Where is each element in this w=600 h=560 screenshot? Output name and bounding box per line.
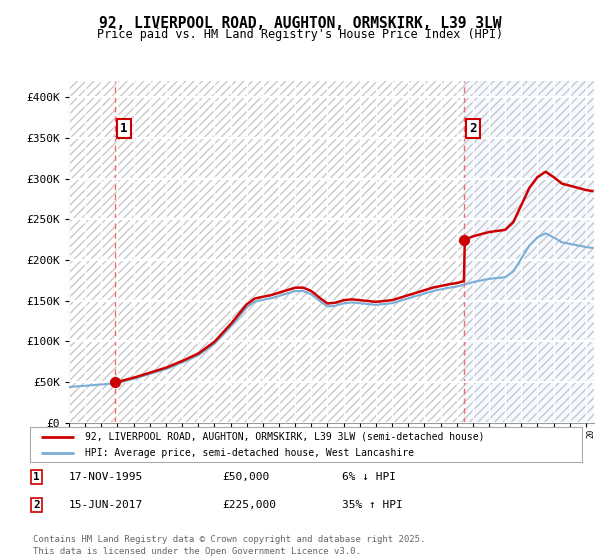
Bar	[464, 81, 594, 423]
Text: 1: 1	[120, 122, 128, 134]
Text: 2: 2	[33, 500, 40, 510]
Text: Price paid vs. HM Land Registry's House Price Index (HPI): Price paid vs. HM Land Registry's House …	[97, 28, 503, 41]
Text: £225,000: £225,000	[222, 500, 276, 510]
Text: 92, LIVERPOOL ROAD, AUGHTON, ORMSKIRK, L39 3LW (semi-detached house): 92, LIVERPOOL ROAD, AUGHTON, ORMSKIRK, L…	[85, 432, 485, 442]
Text: 1: 1	[33, 472, 40, 482]
Text: 35% ↑ HPI: 35% ↑ HPI	[342, 500, 403, 510]
Text: 17-NOV-1995: 17-NOV-1995	[69, 472, 143, 482]
Text: 92, LIVERPOOL ROAD, AUGHTON, ORMSKIRK, L39 3LW: 92, LIVERPOOL ROAD, AUGHTON, ORMSKIRK, L…	[99, 16, 501, 31]
Text: Contains HM Land Registry data © Crown copyright and database right 2025.
This d: Contains HM Land Registry data © Crown c…	[33, 535, 425, 556]
Text: £50,000: £50,000	[222, 472, 269, 482]
Text: 2: 2	[469, 122, 476, 134]
Text: 6% ↓ HPI: 6% ↓ HPI	[342, 472, 396, 482]
Text: HPI: Average price, semi-detached house, West Lancashire: HPI: Average price, semi-detached house,…	[85, 447, 414, 458]
Text: 15-JUN-2017: 15-JUN-2017	[69, 500, 143, 510]
